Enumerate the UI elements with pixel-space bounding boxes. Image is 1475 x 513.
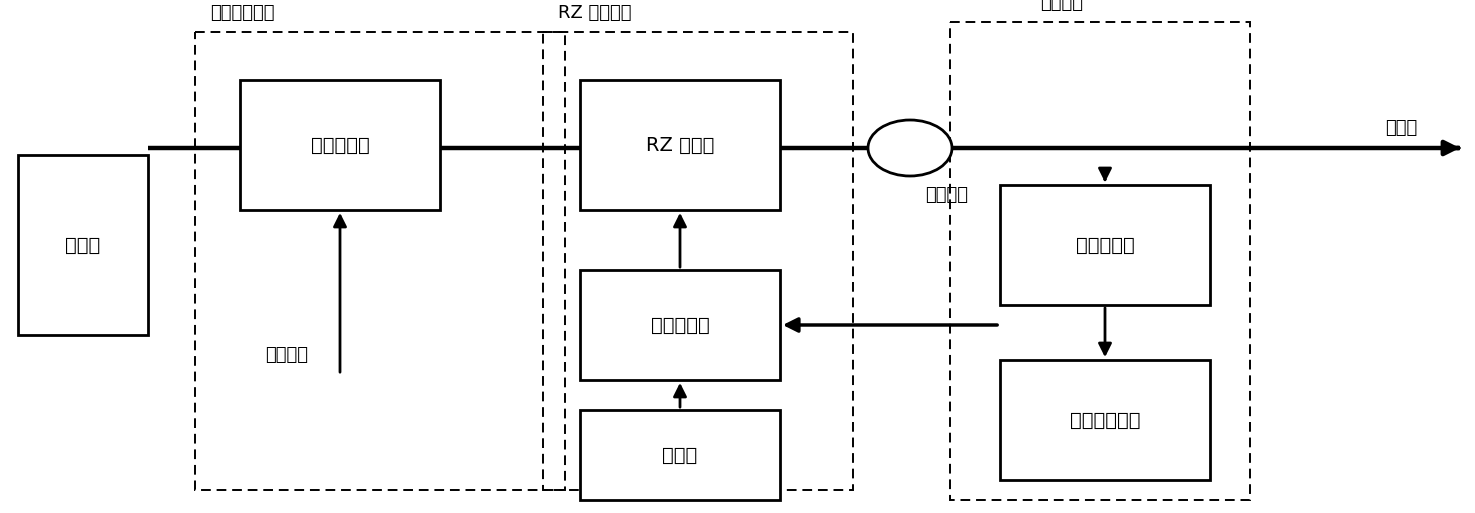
Bar [580, 270, 780, 380]
Bar [1000, 360, 1210, 480]
Text: 到光纤: 到光纤 [1385, 119, 1417, 137]
Text: 传输数据: 传输数据 [266, 346, 308, 364]
Bar [240, 80, 440, 210]
Ellipse shape [867, 120, 951, 176]
Text: 电延时单元: 电延时单元 [650, 315, 709, 334]
Text: 逻辑控制模块: 逻辑控制模块 [1069, 410, 1140, 429]
Text: 时钟源: 时钟源 [662, 445, 698, 464]
Text: 激光器: 激光器 [65, 235, 100, 254]
Bar [195, 32, 565, 490]
Text: RZ 调制器: RZ 调制器 [646, 135, 714, 154]
Bar [580, 410, 780, 500]
Text: 数据调制单元: 数据调制单元 [209, 4, 274, 22]
Text: 数据调制器: 数据调制器 [311, 135, 369, 154]
Text: 分光模块: 分光模块 [925, 186, 968, 204]
Bar [18, 155, 148, 335]
Bar [950, 22, 1249, 500]
Bar [543, 32, 853, 490]
Bar [1000, 185, 1210, 305]
Text: 检测单元: 检测单元 [1040, 0, 1083, 12]
Text: RZ 调制单元: RZ 调制单元 [558, 4, 631, 22]
Text: 光电检测器: 光电检测器 [1075, 235, 1134, 254]
Bar [580, 80, 780, 210]
